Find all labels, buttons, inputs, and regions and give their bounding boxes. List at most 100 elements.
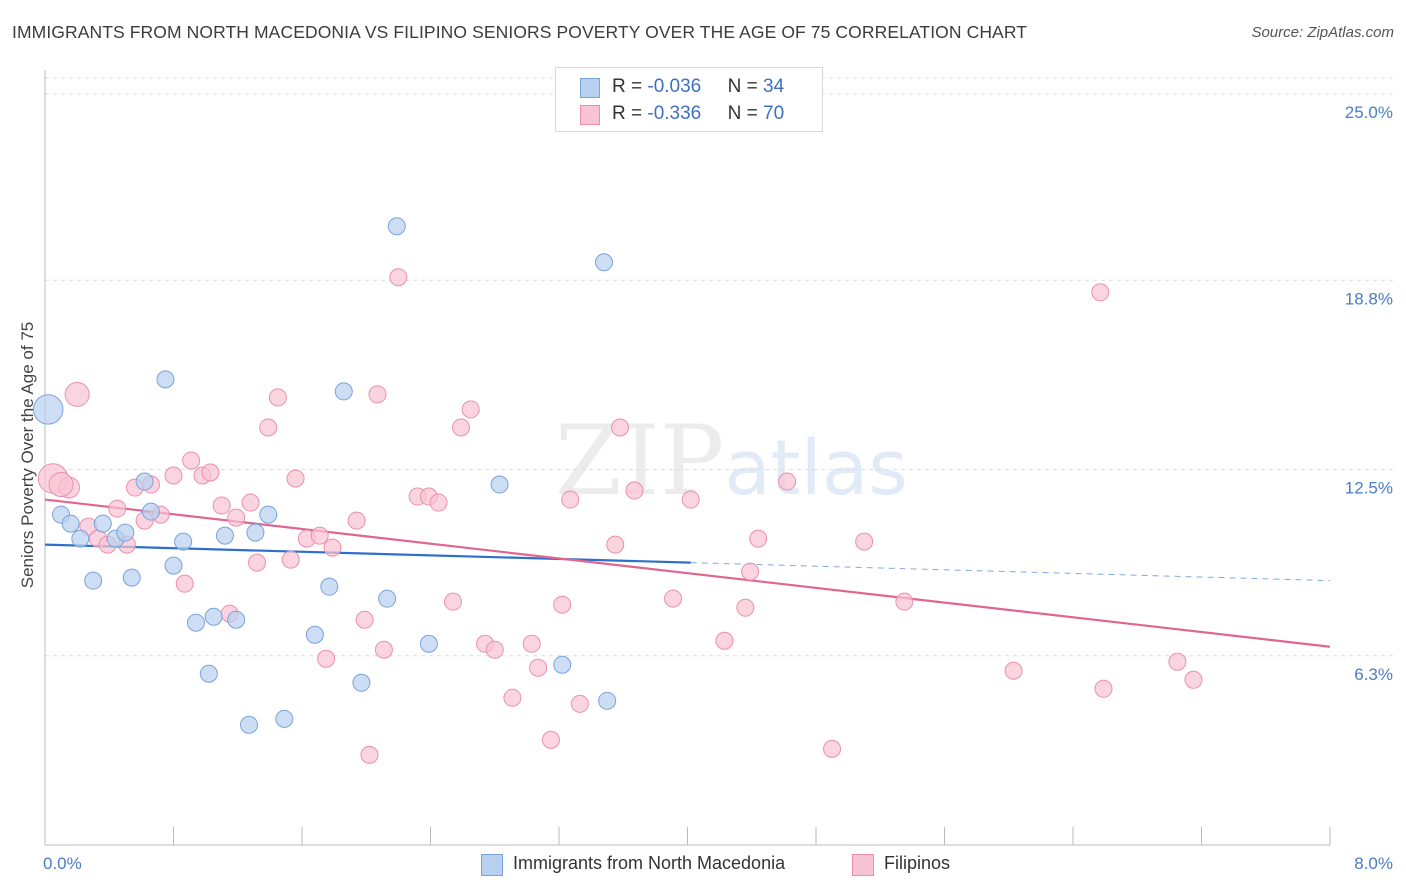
bottom-legend-swatch-blue (481, 854, 503, 876)
chart-title: IMMIGRANTS FROM NORTH MACEDONIA VS FILIP… (12, 22, 1028, 42)
filipino-point (570, 694, 589, 713)
filipino-point (1004, 661, 1023, 680)
filipino-point (389, 268, 408, 287)
filipino-point (855, 532, 874, 551)
filipino-point (108, 499, 127, 518)
grid-lines (45, 77, 1395, 657)
x-tick-label: 0.0% (43, 854, 82, 873)
filipino-point (248, 553, 267, 572)
x-tick-label: 8.0% (1354, 854, 1393, 873)
filipino-point (164, 466, 183, 485)
filipino-point (355, 610, 374, 629)
macedonia-point (93, 514, 112, 533)
filipino-point (182, 451, 201, 470)
filipino-point (625, 481, 644, 500)
filipino-point (286, 469, 305, 488)
legend-r-label: R = (612, 103, 648, 124)
filipino-point (895, 592, 914, 611)
legend-r-value: -0.036 (647, 76, 702, 97)
legend-n-label: N = (727, 103, 764, 124)
legend-r-label: R = (612, 76, 648, 97)
macedonia-point (186, 613, 205, 632)
filipino-point (452, 418, 471, 437)
macedonia-point (305, 625, 324, 644)
legend-swatch-pink (580, 105, 600, 125)
filipino-point (541, 730, 560, 749)
filipino-point (461, 400, 480, 419)
macedonia-point (164, 556, 183, 575)
filipino-point (201, 463, 220, 482)
macedonia-point (246, 523, 265, 542)
filipino-point (522, 634, 541, 653)
filipino-point (1168, 652, 1187, 671)
filipino-point (749, 529, 768, 548)
legend-n-label: N = (727, 76, 764, 97)
macedonia-point (84, 571, 103, 590)
filipino-point (606, 535, 625, 554)
filipino-point (310, 526, 329, 545)
filipino-point (1184, 670, 1203, 689)
macedonia-point (334, 382, 353, 401)
filipino-point (778, 472, 797, 491)
filipino-trend-line (44, 498, 1331, 648)
macedonia-point (122, 568, 141, 587)
tick-labels: 6.3% 12.5% 18.8% 25.0% 0.0% 8.0% (43, 103, 1393, 873)
macedonia-point (142, 502, 161, 521)
macedonia-point (116, 523, 135, 542)
y-tick-label: 12.5% (1345, 479, 1393, 498)
y-tick-label: 6.3% (1354, 665, 1393, 684)
macedonia-point (320, 577, 339, 596)
macedonia-point (71, 529, 90, 548)
macedonia-trend-line (44, 543, 691, 564)
macedonia-trend-extension (690, 562, 1331, 582)
legend-r-value: -0.336 (647, 103, 702, 124)
bottom-legend-label: Filipinos (884, 853, 951, 873)
filipino-point (736, 598, 755, 617)
filipino-point (360, 745, 379, 764)
macedonia-point (490, 475, 509, 494)
filipino-point (741, 562, 760, 581)
legend-n-value: 34 (763, 76, 785, 97)
macedonia-point (174, 532, 193, 551)
filipino-point (317, 649, 336, 668)
filipino-point (323, 538, 342, 557)
filipino-point (553, 595, 572, 614)
filipino-point (48, 472, 74, 498)
macedonia-point (215, 526, 234, 545)
filipino-point (268, 388, 287, 407)
watermark-atlas: atlas (724, 423, 908, 512)
filipino-point (241, 493, 260, 512)
macedonia-point (378, 589, 397, 608)
legend-swatch-blue (580, 78, 600, 98)
filipino-point (227, 508, 246, 527)
filipino-point (64, 381, 90, 407)
source-label: Source: ZipAtlas.com (1251, 24, 1394, 41)
macedonia-point (204, 607, 223, 626)
correlation-legend: R = -0.036 N = 34 R = -0.336 N = 70 (555, 67, 823, 132)
axes (44, 70, 1331, 846)
filipino-point (368, 385, 387, 404)
bottom-legend-swatch-pink (852, 854, 874, 876)
y-tick-label: 18.8% (1345, 289, 1393, 308)
filipino-point (823, 739, 842, 758)
data-points (32, 217, 1203, 764)
filipino-point (175, 574, 194, 593)
filipino-point (443, 592, 462, 611)
macedonia-point (156, 370, 175, 389)
filipino-point (561, 490, 580, 509)
filipino-point (259, 418, 278, 437)
legend-n-value: 70 (763, 103, 785, 124)
filipino-point (611, 418, 630, 437)
macedonia-point (352, 673, 371, 692)
macedonia-point (259, 505, 278, 524)
macedonia-point (419, 634, 438, 653)
trend-lines (44, 498, 1331, 648)
filipino-point (347, 511, 366, 530)
filipino-point (429, 493, 448, 512)
filipino-point (374, 640, 393, 659)
filipino-point (715, 631, 734, 650)
macedonia-point (239, 715, 258, 734)
macedonia-point (135, 472, 154, 491)
macedonia-point (598, 691, 617, 710)
